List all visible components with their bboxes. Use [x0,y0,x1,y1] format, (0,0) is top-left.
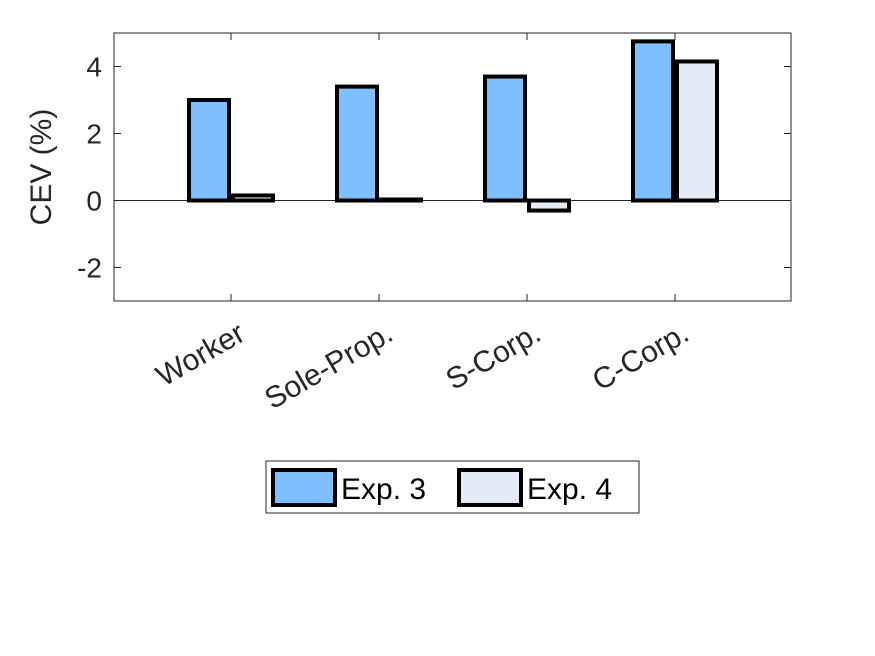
bar-exp4-s-corp [527,198,571,213]
bar-exp3-sole-prop [335,84,379,203]
x-category-label: Worker [151,316,251,393]
y-tick-label: 4 [86,52,102,83]
y-tick-label: -2 [77,253,102,284]
x-category-label: Sole-Prop. [259,316,398,415]
plot-frame [113,32,792,302]
legend-label-exp3: Exp. 3 [341,473,426,506]
bar-exp3-c-corp [631,39,675,203]
y-tick-label: 0 [86,186,102,217]
legend-swatch-exp4 [457,468,523,507]
bar-exp4-worker [231,193,275,203]
legend: Exp. 3 Exp. 4 [265,460,640,514]
y-ticks-group: -2 0 2 4 [77,52,791,284]
x-category-label: C-Corp. [587,316,694,397]
legend-swatch-exp3 [271,468,337,507]
bar-exp3-s-corp [483,74,527,203]
x-category-label: S-Corp. [440,316,546,396]
bars-group [187,39,719,213]
legend-label-exp4: Exp. 4 [527,473,612,506]
bar-exp4-c-corp [675,59,719,203]
y-axis-label: CEV (%) [25,109,58,226]
bar-exp4-sole-prop [379,197,423,203]
y-tick-label: 2 [86,119,102,150]
bar-exp3-worker [187,98,231,203]
